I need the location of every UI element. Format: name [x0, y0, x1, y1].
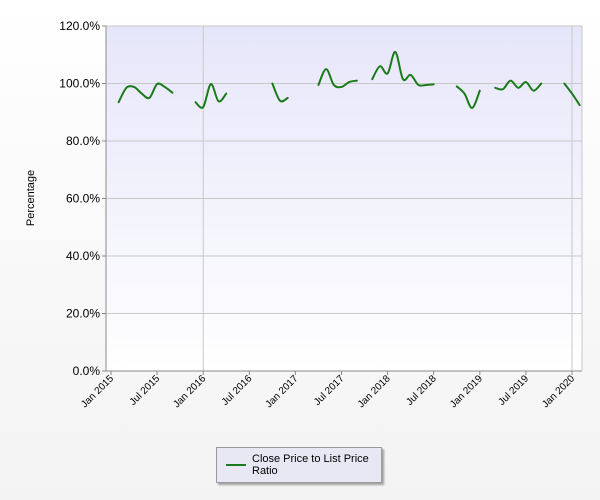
x-tick-label: Jul 2019	[497, 373, 532, 408]
series-line-segment	[563, 82, 581, 107]
legend-swatch	[226, 464, 246, 466]
x-tick-label: Jul 2018	[404, 373, 439, 408]
x-tick-label: Jan 2017	[264, 373, 301, 410]
y-tick-label: 40.0%	[66, 249, 100, 263]
x-tick-label: Jan 2019	[448, 373, 485, 410]
x-tick-label: Jan 2020	[540, 373, 577, 410]
y-tick-label: 80.0%	[66, 134, 100, 148]
y-tick-label: 120.0%	[59, 19, 100, 33]
y-tick-labels: 0.0% 20.0% 40.0% 60.0% 80.0% 100.0% 120.0%	[59, 19, 106, 378]
x-tick-label: Jan 2018	[356, 373, 393, 410]
series-line-segment	[371, 50, 435, 87]
y-tick-label: 100.0%	[59, 77, 100, 91]
x-tick-label: Jul 2017	[312, 373, 347, 408]
y-tick-label: 60.0%	[66, 192, 100, 206]
x-tick-label: Jan 2015	[79, 373, 116, 410]
series-line-segment	[271, 82, 289, 103]
x-tick-labels: Jan 2015 Jul 2015 Jan 2016 Jul 2016 Jan 2017…	[79, 371, 577, 410]
series-line-segment	[494, 79, 543, 92]
series-line-segment	[117, 82, 174, 104]
legend-label: Close Price to List Price Ratio	[252, 453, 369, 477]
x-tick-label: Jan 2016	[171, 373, 208, 410]
legend: Close Price to List Price Ratio	[216, 447, 382, 483]
series-line-segment	[194, 83, 228, 109]
y-tick-label: 0.0%	[73, 364, 101, 378]
x-tick-label: Jul 2015	[128, 373, 163, 408]
y-tick-label: 20.0%	[66, 307, 100, 321]
series-line-segment	[317, 68, 358, 89]
y-axis-title: Percentage	[25, 170, 37, 226]
x-tick-label: Jul 2016	[220, 373, 255, 408]
series-layer	[117, 50, 581, 109]
series-line-segment	[455, 85, 481, 109]
